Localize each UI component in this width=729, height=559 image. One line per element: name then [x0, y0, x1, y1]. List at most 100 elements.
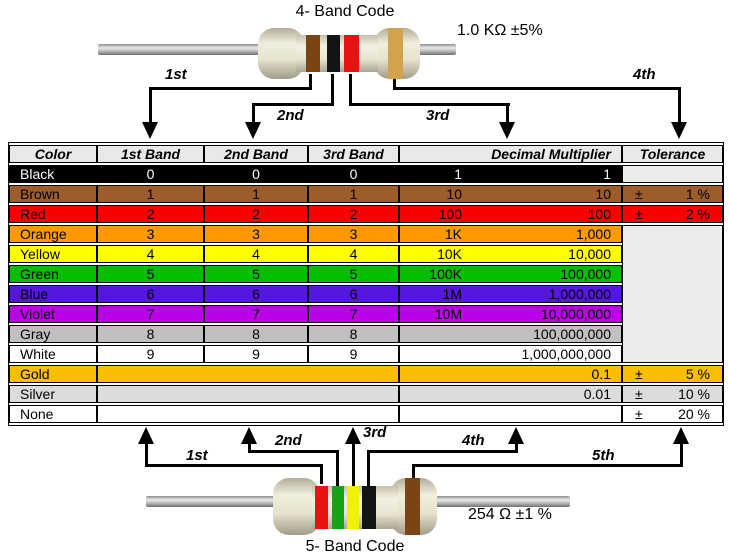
arrow-line [367, 450, 518, 453]
arrow-line [393, 87, 681, 90]
bands-merged-cell [97, 385, 399, 403]
arrowhead-down-icon [142, 122, 158, 139]
arrow-line [252, 103, 255, 122]
multiplier-cell: 100K 100,000 [399, 265, 622, 283]
band-yellow-icon [347, 486, 359, 529]
band2-cell: 9 [204, 345, 308, 363]
band1-cell: 5 [97, 265, 204, 283]
tolerance-cell: ±10 % [622, 385, 723, 403]
table-row-white: White 9 9 9 1,000,000,000 [9, 345, 723, 363]
four-band-value-label: 1.0 KΩ ±5% [457, 22, 543, 39]
color-name-cell: Black [9, 165, 97, 183]
arrow-line [145, 442, 148, 466]
table-row-blue: Blue 6 6 6 1M 1,000,000 [9, 285, 723, 303]
arrow-line [678, 87, 681, 122]
band3-cell: 7 [308, 305, 399, 323]
table-header-row: Color 1st Band 2nd Band 3rd Band Decimal… [9, 145, 723, 163]
band2-cell: 4 [204, 245, 308, 263]
tolerance-cell: ±1 % [622, 185, 723, 203]
header-tolerance: Tolerance [622, 145, 723, 163]
band-black-icon [327, 35, 340, 72]
multiplier-cell: 0.1 [399, 365, 622, 383]
table-row-yellow: Yellow 4 4 4 10K 10,000 [9, 245, 723, 263]
band-black-icon [362, 486, 376, 529]
color-name-cell: Brown [9, 185, 97, 203]
multiplier-cell: 10 10 [399, 185, 622, 203]
arrow-line [252, 103, 334, 106]
color-name-cell: White [9, 345, 97, 363]
header-2nd-band: 2nd Band [204, 145, 308, 163]
arrow-line [336, 450, 339, 486]
tolerance-cell: ±5 % [622, 365, 723, 383]
table-row-gray: Gray 8 8 8 100,000,000 [9, 325, 723, 343]
arrowhead-up-icon [241, 427, 257, 444]
tolerance-cell: ±2 % [622, 205, 723, 223]
five-band-arrow-label-4th: 4th [462, 432, 485, 449]
band3-cell: 2 [308, 205, 399, 223]
five-band-value-label: 254 Ω ±1 % [468, 506, 552, 523]
band-brown-icon [405, 478, 420, 535]
arrow-line [506, 103, 509, 122]
band3-cell: 4 [308, 245, 399, 263]
multiplier-cell: 0.01 [399, 385, 622, 403]
band3-cell: 9 [308, 345, 399, 363]
color-name-cell: Blue [9, 285, 97, 303]
arrow-line [412, 464, 683, 467]
table-row-brown: Brown 1 1 1 10 10 ±1 % [9, 185, 723, 203]
header-1st-band: 1st Band [97, 145, 204, 163]
arrow-line [349, 74, 352, 106]
table-row-silver: Silver 0.01 ±10 % [9, 385, 723, 403]
tolerance-merged-cell [622, 225, 723, 363]
multiplier-cell: 1K 1,000 [399, 225, 622, 243]
five-band-arrow-label-2nd: 2nd [275, 432, 302, 449]
table-row-gold: Gold 0.1 ±5 % [9, 365, 723, 383]
arrowhead-up-icon [138, 427, 154, 444]
multiplier-cell: 1,000,000,000 [399, 345, 622, 363]
color-code-table: Color 1st Band 2nd Band 3rd Band Decimal… [8, 142, 724, 426]
band1-cell: 7 [97, 305, 204, 323]
band-red-icon [315, 486, 328, 529]
arrow-line [352, 442, 355, 486]
arrowhead-down-icon [245, 122, 261, 139]
band3-cell: 8 [308, 325, 399, 343]
five-band-arrow-label-3rd: 3rd [363, 424, 387, 441]
arrow-line [248, 450, 339, 453]
band1-cell: 3 [97, 225, 204, 243]
band2-cell: 3 [204, 225, 308, 243]
tolerance-cell-empty [622, 165, 723, 183]
four-band-title: 4- Band Code [295, 3, 395, 20]
multiplier-cell: 100 100 [399, 205, 622, 223]
band-red-icon [344, 35, 359, 72]
four-band-arrow-label-2nd: 2nd [277, 107, 304, 124]
band3-cell: 3 [308, 225, 399, 243]
band1-cell: 0 [97, 165, 204, 183]
band3-cell: 6 [308, 285, 399, 303]
band-gold-icon [388, 28, 403, 79]
header-color: Color [9, 145, 97, 163]
arrow-line [393, 79, 396, 90]
color-name-cell: Yellow [9, 245, 97, 263]
arrow-line [248, 442, 251, 453]
four-band-arrow-label-3rd: 3rd [426, 107, 450, 124]
arrow-line [149, 87, 312, 90]
band1-cell: 9 [97, 345, 204, 363]
bands-merged-cell [97, 405, 399, 423]
arrow-line [309, 74, 312, 90]
arrow-line [412, 464, 415, 480]
color-name-cell: Violet [9, 305, 97, 323]
color-name-cell: Green [9, 265, 97, 283]
arrow-line [320, 464, 323, 484]
color-name-cell: Red [9, 205, 97, 223]
arrow-line [515, 442, 518, 453]
multiplier-cell: 100,000,000 [399, 325, 622, 343]
arrow-line [145, 464, 323, 467]
multiplier-cell: 10K 10,000 [399, 245, 622, 263]
band1-cell: 6 [97, 285, 204, 303]
band2-cell: 5 [204, 265, 308, 283]
band2-cell: 1 [204, 185, 308, 203]
five-band-arrow-label-5th: 5th [592, 447, 615, 464]
arrow-line [331, 74, 334, 106]
